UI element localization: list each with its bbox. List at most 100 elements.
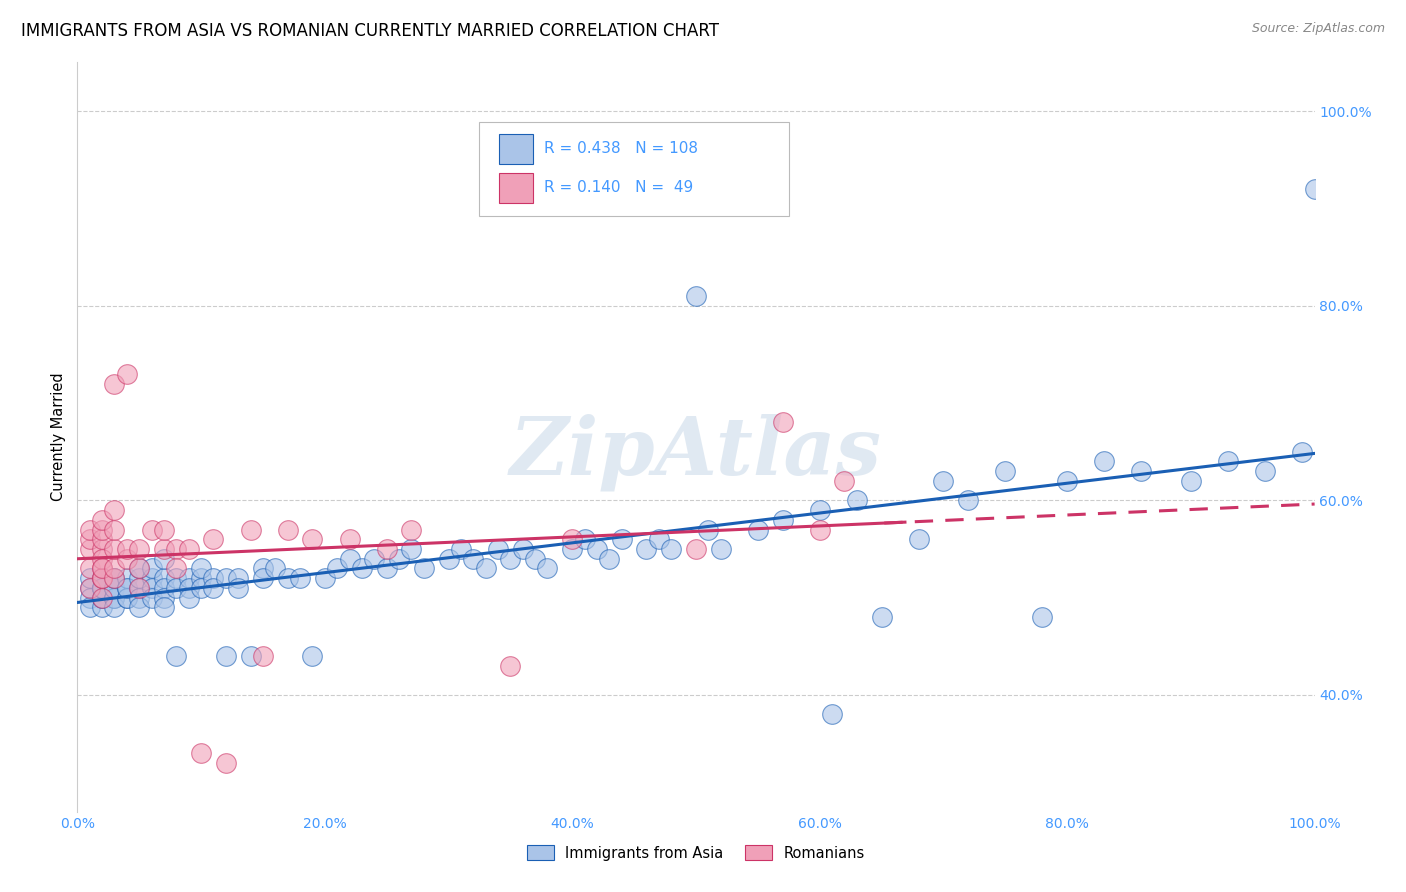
Point — [524, 551, 547, 566]
Point — [932, 474, 955, 488]
Point — [177, 571, 200, 585]
Point — [79, 561, 101, 575]
Point — [165, 561, 187, 575]
Point — [685, 289, 707, 303]
Point — [177, 541, 200, 556]
Point — [215, 648, 238, 663]
Point — [128, 581, 150, 595]
Point — [474, 561, 496, 575]
Point — [907, 533, 929, 547]
Point — [165, 581, 187, 595]
Point — [437, 551, 460, 566]
Point — [277, 523, 299, 537]
Text: R = 0.438   N = 108: R = 0.438 N = 108 — [544, 142, 697, 156]
Point — [202, 581, 225, 595]
Legend: Immigrants from Asia, Romanians: Immigrants from Asia, Romanians — [527, 846, 865, 861]
Point — [610, 533, 633, 547]
Point — [339, 551, 361, 566]
Point — [1254, 464, 1277, 478]
Point — [165, 541, 187, 556]
Point — [659, 541, 682, 556]
Point — [177, 581, 200, 595]
Point — [79, 523, 101, 537]
Point — [115, 571, 138, 585]
Point — [821, 707, 844, 722]
FancyBboxPatch shape — [499, 134, 533, 164]
Point — [128, 591, 150, 605]
Point — [685, 541, 707, 556]
Point — [91, 581, 114, 595]
Point — [463, 551, 485, 566]
Point — [91, 581, 114, 595]
Point — [103, 591, 125, 605]
Point — [103, 541, 125, 556]
Point — [115, 591, 138, 605]
Point — [772, 513, 794, 527]
Point — [91, 571, 114, 585]
Point — [79, 533, 101, 547]
Point — [91, 523, 114, 537]
Point — [190, 561, 212, 575]
Point — [115, 541, 138, 556]
Point — [128, 561, 150, 575]
Point — [91, 561, 114, 575]
Point — [870, 610, 893, 624]
Point — [697, 523, 720, 537]
Point — [141, 561, 163, 575]
Point — [141, 591, 163, 605]
Point — [574, 533, 596, 547]
Point — [957, 493, 980, 508]
Point — [103, 581, 125, 595]
Point — [598, 551, 620, 566]
Point — [103, 600, 125, 615]
Point — [536, 561, 558, 575]
Point — [128, 561, 150, 575]
Point — [103, 503, 125, 517]
Point — [375, 541, 398, 556]
Point — [375, 561, 398, 575]
Point — [1180, 474, 1202, 488]
Point — [586, 541, 609, 556]
Point — [91, 561, 114, 575]
Text: Source: ZipAtlas.com: Source: ZipAtlas.com — [1251, 22, 1385, 36]
Point — [190, 747, 212, 761]
Point — [91, 571, 114, 585]
FancyBboxPatch shape — [499, 173, 533, 202]
Point — [401, 523, 423, 537]
Point — [103, 571, 125, 585]
Point — [252, 648, 274, 663]
Point — [326, 561, 349, 575]
Point — [808, 503, 831, 517]
Point — [252, 571, 274, 585]
Point — [1092, 454, 1115, 468]
Point — [91, 581, 114, 595]
Point — [834, 474, 856, 488]
Point — [350, 561, 373, 575]
Text: ZipAtlas: ZipAtlas — [510, 413, 882, 491]
Point — [239, 523, 262, 537]
Point — [91, 591, 114, 605]
Point — [153, 551, 176, 566]
Point — [79, 571, 101, 585]
Point — [412, 561, 434, 575]
Point — [1303, 182, 1326, 196]
Y-axis label: Currently Married: Currently Married — [51, 373, 66, 501]
Point — [561, 541, 583, 556]
Point — [141, 581, 163, 595]
Point — [215, 571, 238, 585]
Text: R = 0.140   N =  49: R = 0.140 N = 49 — [544, 180, 693, 195]
Point — [128, 600, 150, 615]
Point — [202, 571, 225, 585]
Point — [190, 581, 212, 595]
Point — [1031, 610, 1053, 624]
Point — [153, 541, 176, 556]
Point — [79, 600, 101, 615]
Point — [115, 551, 138, 566]
Point — [636, 541, 658, 556]
Point — [314, 571, 336, 585]
Point — [710, 541, 733, 556]
Point — [994, 464, 1017, 478]
Point — [401, 541, 423, 556]
Point — [277, 571, 299, 585]
Point — [1291, 444, 1313, 458]
